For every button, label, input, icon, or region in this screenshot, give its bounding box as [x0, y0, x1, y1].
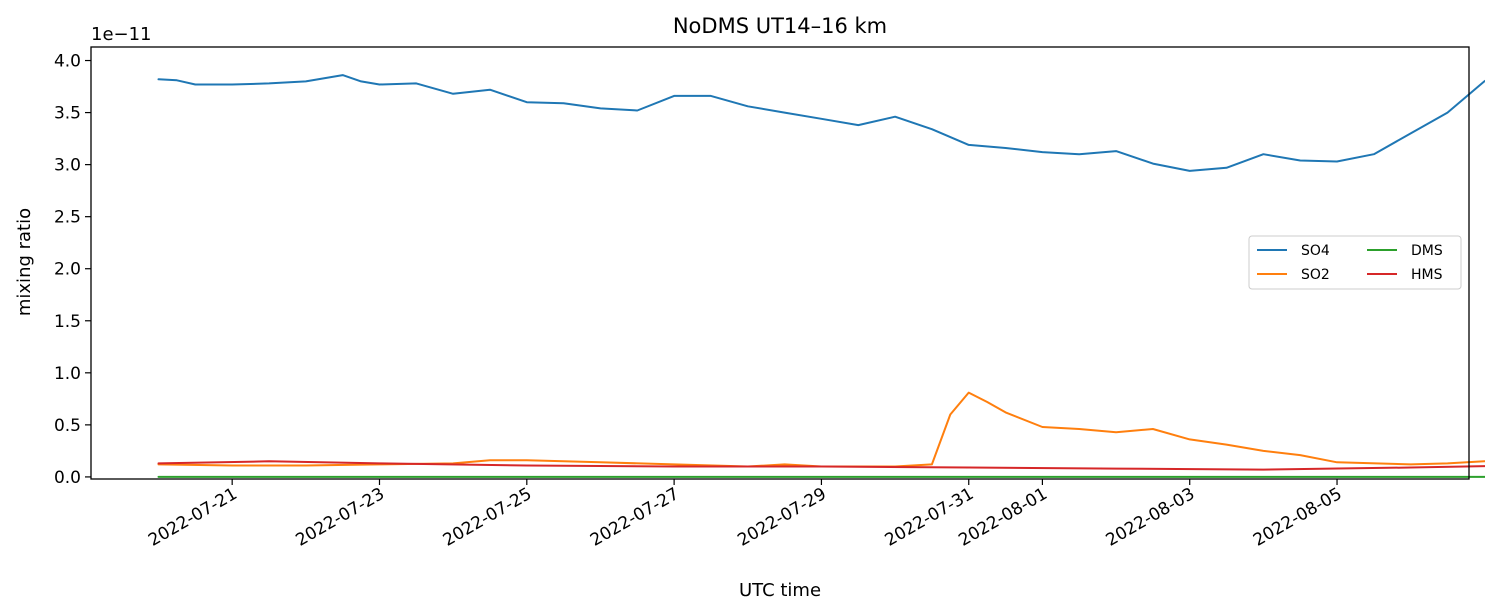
series-line-hms [157, 460, 1485, 471]
x-tick-label: 2022-07-25 [440, 484, 536, 551]
legend-box [1248, 235, 1462, 290]
legend-label-hms: HMS [1411, 267, 1443, 283]
y-tick-label: 1.0 [54, 364, 81, 384]
x-tick-label: 2022-08-03 [1103, 484, 1199, 551]
series-line-so4 [157, 74, 1485, 172]
plot-frame [90, 46, 1470, 480]
x-tick-label: 2022-07-23 [292, 484, 388, 551]
x-tick-label: 2022-07-27 [587, 484, 683, 551]
legend-label-so2: SO2 [1301, 267, 1330, 283]
y-axis-ticks: 0.0 0.5 1.0 1.5 2.0 2.5 3.0 3.5 4.0 [54, 52, 91, 488]
legend: SO4 SO2 DMS HMS [1248, 235, 1462, 290]
chart-title: NoDMS UT14–16 km [673, 14, 887, 38]
legend-label-so4: SO4 [1301, 243, 1330, 259]
y-tick-label: 2.0 [54, 260, 81, 280]
y-tick-label: 1.5 [54, 312, 81, 332]
x-tick-label: 2022-08-05 [1250, 484, 1346, 551]
y-tick-label: 3.0 [54, 156, 81, 176]
x-axis-ticks: 2022-07-21 2022-07-23 2022-07-25 2022-07-27… [145, 479, 1346, 551]
y-tick-label: 2.5 [54, 208, 81, 228]
y-tick-label: 3.5 [54, 104, 81, 124]
series-line-so2 [157, 391, 1485, 468]
y-tick-label: 4.0 [54, 52, 81, 72]
y-offset-text: 1e−11 [91, 24, 152, 45]
x-tick-label: 2022-07-21 [145, 484, 241, 551]
series-layer [157, 74, 1485, 478]
x-tick-label: 2022-07-29 [734, 484, 830, 551]
y-tick-label: 0.0 [54, 468, 81, 488]
legend-label-dms: DMS [1411, 243, 1443, 259]
x-axis-label: UTC time [739, 580, 821, 601]
y-axis-label: mixing ratio [14, 208, 35, 316]
y-tick-label: 0.5 [54, 416, 81, 436]
